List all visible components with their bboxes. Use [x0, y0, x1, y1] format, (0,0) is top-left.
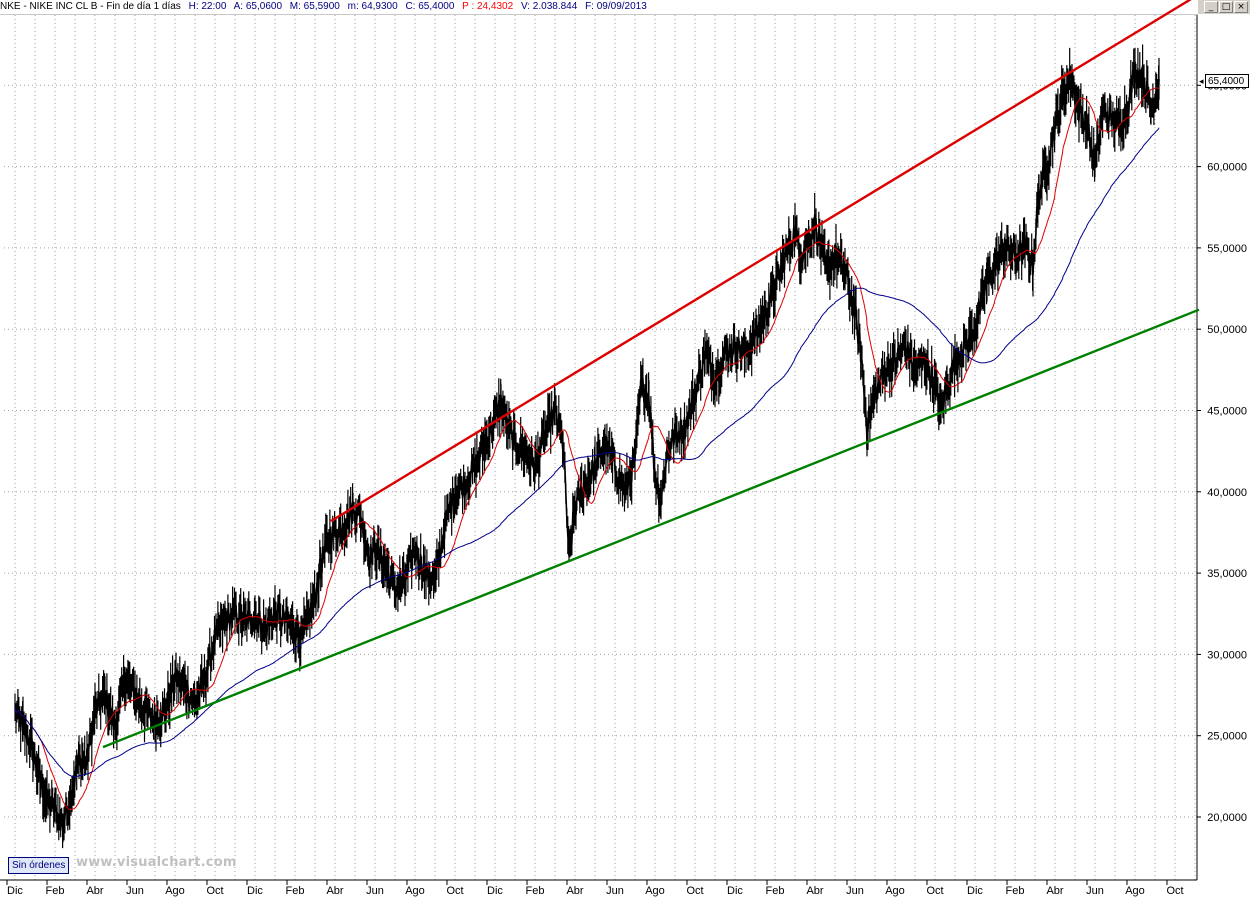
- x-tick-label: Oct: [686, 885, 703, 897]
- x-tick-label: Dic: [7, 885, 23, 897]
- y-tick-label: 60,0000: [1207, 162, 1247, 174]
- x-tick-label: Jun: [846, 885, 864, 897]
- x-tick-label: Oct: [446, 885, 463, 897]
- y-tick-label: 30,0000: [1207, 649, 1247, 661]
- y-tick-label: 50,0000: [1207, 324, 1247, 336]
- x-tick-label: Feb: [46, 885, 65, 897]
- chart-header-bar: NKE - NIKE INC CL B - Fin de día 1 días …: [0, 0, 1198, 15]
- x-tick-label: Ago: [165, 885, 185, 897]
- maximize-button[interactable]: □: [1219, 1, 1233, 13]
- close-button[interactable]: ×: [1234, 1, 1248, 13]
- x-tick-label: Feb: [766, 885, 785, 897]
- x-tick-label: Ago: [405, 885, 425, 897]
- lower-trendline: [102, 308, 1200, 749]
- minimize-button[interactable]: _: [1204, 1, 1218, 13]
- date-label: F: 09/09/2013: [585, 1, 647, 12]
- slow-moving-average-line: [14, 127, 1160, 778]
- x-tick-label: Oct: [206, 885, 223, 897]
- volume-label: V: 2.038.844: [520, 1, 578, 12]
- price-pointer-icon: ◂: [1199, 76, 1204, 86]
- x-tick-label: Feb: [526, 885, 545, 897]
- x-tick-label: Jun: [1086, 885, 1104, 897]
- open-label: A: 65,0600: [233, 1, 283, 12]
- p-label: P : 24,4302: [462, 1, 514, 12]
- y-tick-label: 25,0000: [1207, 731, 1247, 743]
- x-tick-label: Ago: [885, 885, 905, 897]
- symbol-label: NKE - NIKE INC CL B - Fin de día 1 días: [0, 1, 181, 12]
- x-tick-label: Abr: [1046, 885, 1063, 897]
- watermark-text: www.visualchart.com: [76, 855, 237, 870]
- x-tick-label: Abr: [86, 885, 103, 897]
- x-tick-label: Abr: [566, 885, 583, 897]
- orders-button[interactable]: Sin órdenes: [8, 857, 70, 874]
- x-tick-label: Jun: [606, 885, 624, 897]
- x-tick-label: Dic: [487, 885, 503, 897]
- x-tick-label: Ago: [1125, 885, 1145, 897]
- high-label: M: 65,5900: [289, 1, 340, 12]
- x-tick-label: Ago: [645, 885, 665, 897]
- y-tick-label: 55,0000: [1207, 243, 1247, 255]
- upper-trendline: [330, 0, 1192, 523]
- x-tick-label: Feb: [1006, 885, 1025, 897]
- y-tick-label: 20,0000: [1207, 812, 1247, 824]
- x-tick-label: Dic: [727, 885, 743, 897]
- y-tick-label: 40,0000: [1207, 487, 1247, 499]
- x-tick-label: Dic: [247, 885, 263, 897]
- x-tick-label: Oct: [1166, 885, 1183, 897]
- x-tick-label: Dic: [967, 885, 983, 897]
- y-tick-label: 45,0000: [1207, 406, 1247, 418]
- x-tick-label: Feb: [286, 885, 305, 897]
- fast-moving-average-line: [14, 87, 1160, 811]
- y-tick-label: 35,0000: [1207, 568, 1247, 580]
- close-label: C: 65,4000: [405, 1, 455, 12]
- x-tick-label: Abr: [806, 885, 823, 897]
- window-controls: _ □ ×: [1198, 0, 1250, 14]
- low-label: m: 64,9300: [347, 1, 398, 12]
- x-tick-label: Oct: [926, 885, 943, 897]
- x-tick-label: Abr: [326, 885, 343, 897]
- x-tick-label: Jun: [126, 885, 144, 897]
- x-tick-label: Jun: [366, 885, 384, 897]
- last-price-marker: 65,4000: [1205, 74, 1249, 88]
- hour-label: H: 22:00: [188, 1, 227, 12]
